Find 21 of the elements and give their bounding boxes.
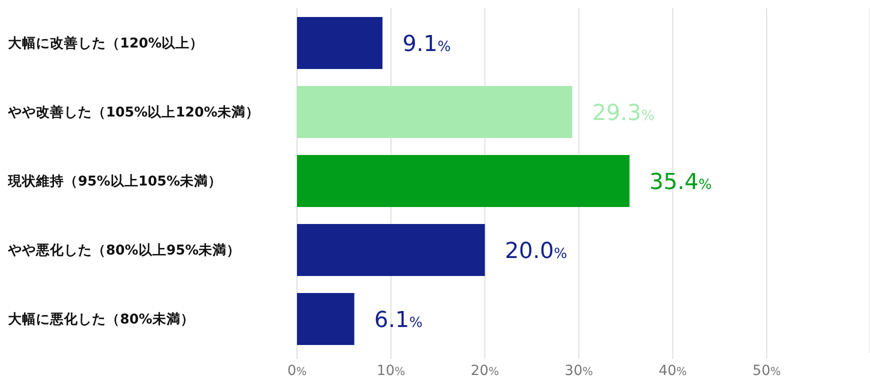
data-label: 9.1%: [402, 32, 451, 57]
y-tick-label: やや改善した（105%以上120%未満）: [7, 104, 260, 120]
x-tick-label: 10%: [376, 363, 406, 379]
bar: [297, 155, 630, 207]
bar: [297, 86, 572, 138]
data-label: 6.1%: [374, 308, 423, 333]
y-tick-label: 大幅に改善した（120%以上）: [8, 34, 204, 52]
bar: [297, 224, 485, 276]
bar: [297, 293, 354, 345]
y-tick-label: 大幅に悪化した（80%未満）: [8, 312, 194, 328]
data-label: 35.4%: [650, 170, 712, 195]
x-tick-label: 40%: [658, 363, 687, 379]
data-label: 29.3%: [592, 101, 655, 126]
x-tick-label: 0%: [287, 363, 307, 379]
x-tick-label: 20%: [470, 363, 500, 379]
bar: [297, 17, 382, 69]
y-tick-label: やや悪化した（80%以上95%未満）: [7, 242, 241, 258]
data-label: 20.0%: [504, 239, 568, 264]
x-tick-label: 50%: [752, 363, 781, 379]
y-tick-label: 現状維持（95%以上105%未満）: [7, 174, 222, 190]
x-tick-label: 30%: [564, 363, 593, 379]
